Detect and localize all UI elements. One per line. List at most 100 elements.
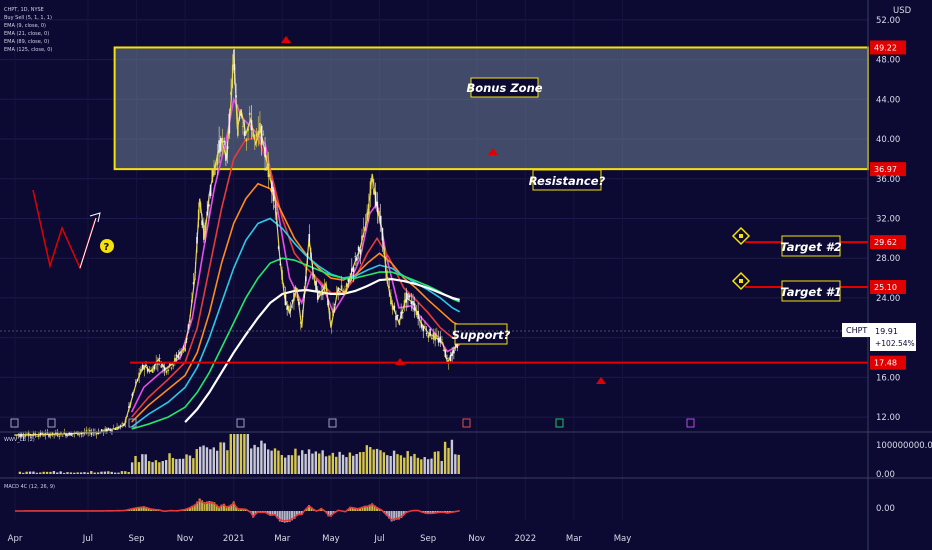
volume-bar: [253, 444, 256, 474]
candle-body: [407, 293, 409, 300]
candle-body: [186, 338, 188, 340]
level-price-badge[interactable]: [870, 280, 906, 295]
candle-body: [136, 379, 139, 381]
volume-bar: [62, 472, 66, 474]
candle-body: [342, 290, 345, 293]
candle-body: [267, 163, 270, 178]
candle-body: [95, 432, 98, 435]
candle-body: [208, 204, 210, 207]
candle-body: [315, 281, 317, 292]
volume-bar: [185, 454, 188, 474]
volume-bar: [103, 471, 107, 474]
candle-body: [437, 338, 440, 343]
annotation-bonus-zone[interactable]: Bonus Zone: [466, 77, 543, 98]
event-markers[interactable]: [10, 418, 695, 428]
time-axis[interactable]: Apr Jul Sep Nov 2021 Mar May Jul Sep Nov 2022 Mar Ma…: [8, 534, 632, 544]
candle-body: [65, 433, 67, 437]
volume-bar: [168, 453, 171, 474]
candle-body: [264, 147, 266, 157]
candle-body: [286, 306, 288, 310]
macd-bar: [288, 511, 291, 522]
macd-bar: [354, 507, 357, 511]
volume-bar: [280, 455, 284, 474]
x-tick-label: Sep: [420, 534, 436, 544]
candle-body: [146, 368, 149, 372]
volume-bar: [430, 458, 433, 474]
indicator-ema9: EMA (9, close, 0): [4, 23, 46, 29]
volume-bar: [144, 454, 147, 474]
candle-body: [17, 434, 20, 436]
annotation-target-1[interactable]: Target #1: [780, 280, 842, 302]
target-2-marker-icon[interactable]: [731, 226, 751, 246]
candle-body: [60, 432, 62, 434]
volume-bar: [107, 471, 110, 474]
up-arrow-icon: [89, 212, 101, 223]
volume-bar: [164, 460, 168, 474]
candle-body: [419, 319, 421, 322]
volume-bar: [192, 458, 195, 474]
candle-body: [197, 209, 200, 220]
level-price-badge[interactable]: [870, 40, 906, 55]
candle-body: [376, 201, 379, 212]
annotation-support[interactable]: Support?: [452, 323, 511, 345]
x-tick-label: Jul: [82, 534, 93, 544]
candle-body: [187, 324, 190, 329]
candle-body: [48, 434, 50, 437]
candle-body: [410, 301, 413, 305]
volume-bar: [137, 462, 141, 474]
volume-bar: [154, 460, 158, 474]
candle-body: [170, 367, 173, 369]
currency-label[interactable]: USD: [893, 6, 912, 16]
candle-body: [209, 184, 212, 197]
volume-bar: [205, 447, 209, 474]
candle-body: [274, 204, 277, 208]
indicator-ema125: EMA (125, close, 0): [4, 47, 52, 53]
candle-body: [272, 189, 275, 202]
level-price-badge[interactable]: [870, 162, 906, 177]
volume-bar: [338, 451, 341, 474]
volume-bar: [181, 458, 185, 474]
candle-body: [257, 130, 260, 135]
level-price-badge[interactable]: [870, 235, 906, 250]
macd-bar: [332, 511, 335, 514]
candle-body: [223, 140, 226, 143]
volume-bar: [83, 472, 86, 474]
candle-body: [104, 428, 106, 432]
volume-bar: [273, 448, 277, 474]
candle-body: [199, 202, 202, 208]
level-price-badge[interactable]: [870, 355, 906, 370]
annotation-target-2[interactable]: Target #2: [780, 235, 842, 257]
volume-bar: [110, 471, 113, 474]
candle-body: [27, 432, 30, 437]
volume-bar: [141, 454, 144, 474]
last-price-badge[interactable]: CHPT 19.91 +102.54%: [842, 323, 916, 351]
candle-body: [107, 427, 110, 430]
volume-bar: [355, 453, 358, 474]
candle-body: [328, 311, 331, 320]
volume-bar: [76, 472, 79, 474]
candle-body: [78, 434, 81, 435]
candle-body: [441, 339, 443, 341]
volume-bar: [457, 454, 460, 474]
volume-bar: [416, 457, 420, 474]
candle-body: [316, 290, 319, 300]
candle-body: [379, 215, 382, 225]
candle-body: [29, 434, 32, 436]
volume-bar: [365, 445, 369, 474]
candle-body: [383, 247, 385, 255]
macd-bar: [431, 511, 434, 514]
candle-body: [289, 309, 292, 311]
macd-bar: [400, 511, 403, 518]
x-tick-label: 2021: [223, 534, 245, 544]
target-1-marker-icon[interactable]: [731, 271, 751, 291]
volume-bar: [301, 450, 304, 474]
candle-body: [373, 188, 375, 195]
macd-bar: [429, 511, 432, 514]
candle-body: [73, 432, 76, 434]
macd-tick-zero: 0.00: [876, 504, 895, 514]
volume-bar: [226, 450, 229, 474]
candle-body: [332, 310, 334, 317]
candle-body: [56, 432, 59, 437]
annotation-resistance[interactable]: Resistance?: [529, 169, 606, 191]
